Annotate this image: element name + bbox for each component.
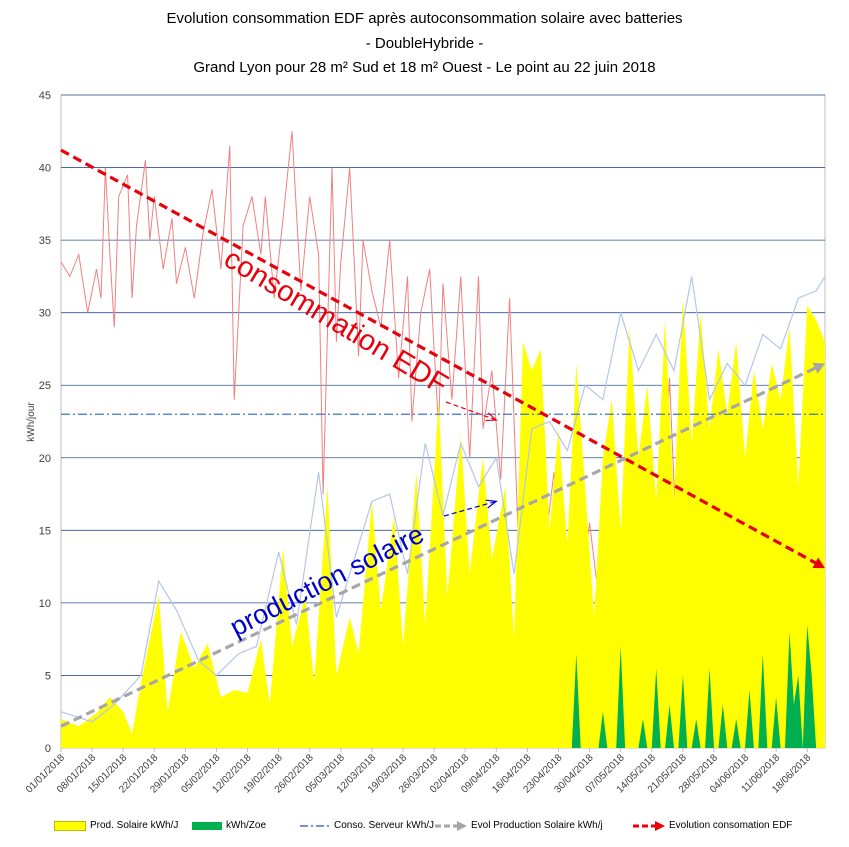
chart-subtitle: - DoubleHybride - bbox=[365, 35, 484, 52]
annotation-consommation-arrowhead bbox=[485, 412, 498, 422]
y-tick-label: 20 bbox=[39, 453, 51, 465]
series-evol-prod-arrowhead bbox=[812, 362, 825, 374]
annotation-production-arrowhead bbox=[485, 499, 498, 509]
legend-item-zoe: kWh/Zoe bbox=[192, 820, 266, 831]
chart-title: Evolution consommation EDF après autocon… bbox=[166, 10, 683, 27]
annotation-production-arrow bbox=[443, 500, 497, 517]
annotation-consommation-text: consommation EDF bbox=[218, 243, 453, 402]
legend-label-prod-solaire: Prod. Solaire kWh/J bbox=[90, 820, 179, 831]
legend-item-prod-solaire: Prod. Solaire kWh/J bbox=[54, 820, 178, 831]
y-tick-label: 5 bbox=[45, 670, 51, 682]
legend-label-evol-edf: Evolution consomation EDF bbox=[669, 820, 793, 831]
series-prod-solaire-area bbox=[61, 298, 825, 748]
legend-swatch-serveur bbox=[300, 824, 330, 827]
y-tick-label: 15 bbox=[39, 525, 51, 537]
legend-swatch-zoe bbox=[192, 821, 222, 830]
legend-swatch-evol-edf bbox=[633, 820, 665, 831]
legend-label-serveur: Conso. Serveur kWh/J bbox=[334, 820, 435, 831]
annotation-consommation-arrow bbox=[445, 401, 497, 421]
legend-swatch-prod-solaire bbox=[54, 820, 86, 831]
y-tick-label: 35 bbox=[39, 235, 51, 247]
series-evol-edf-line bbox=[60, 148, 819, 566]
series-zoe-area bbox=[61, 624, 825, 748]
y-tick-label: 45 bbox=[39, 90, 51, 102]
y-axis-label: kWh/jour bbox=[26, 402, 37, 442]
y-tick-label: 40 bbox=[39, 163, 51, 175]
y-tick-label: 10 bbox=[39, 598, 51, 610]
legend-item-serveur: Conso. Serveur kWh/J bbox=[300, 820, 434, 831]
chart-subtitle-2: Grand Lyon pour 28 m² Sud et 18 m² Ouest… bbox=[193, 59, 656, 76]
series-evol-edf-arrowhead bbox=[812, 557, 825, 569]
legend-swatch-evol-prod bbox=[435, 820, 467, 831]
y-tick-label: 30 bbox=[39, 308, 51, 320]
legend-label-evol-prod: Evol Production Solaire kWh/j bbox=[471, 820, 603, 831]
legend-label-zoe: kWh/Zoe bbox=[226, 820, 267, 831]
series-serveur-brut bbox=[60, 276, 826, 723]
legend-item-evol-edf: Evolution consomation EDF bbox=[633, 820, 792, 831]
y-tick-label: 25 bbox=[39, 380, 51, 392]
legend-item-evol-prod: Evol Production Solaire kWh/j bbox=[435, 820, 603, 831]
y-tick-label: 0 bbox=[45, 743, 51, 755]
